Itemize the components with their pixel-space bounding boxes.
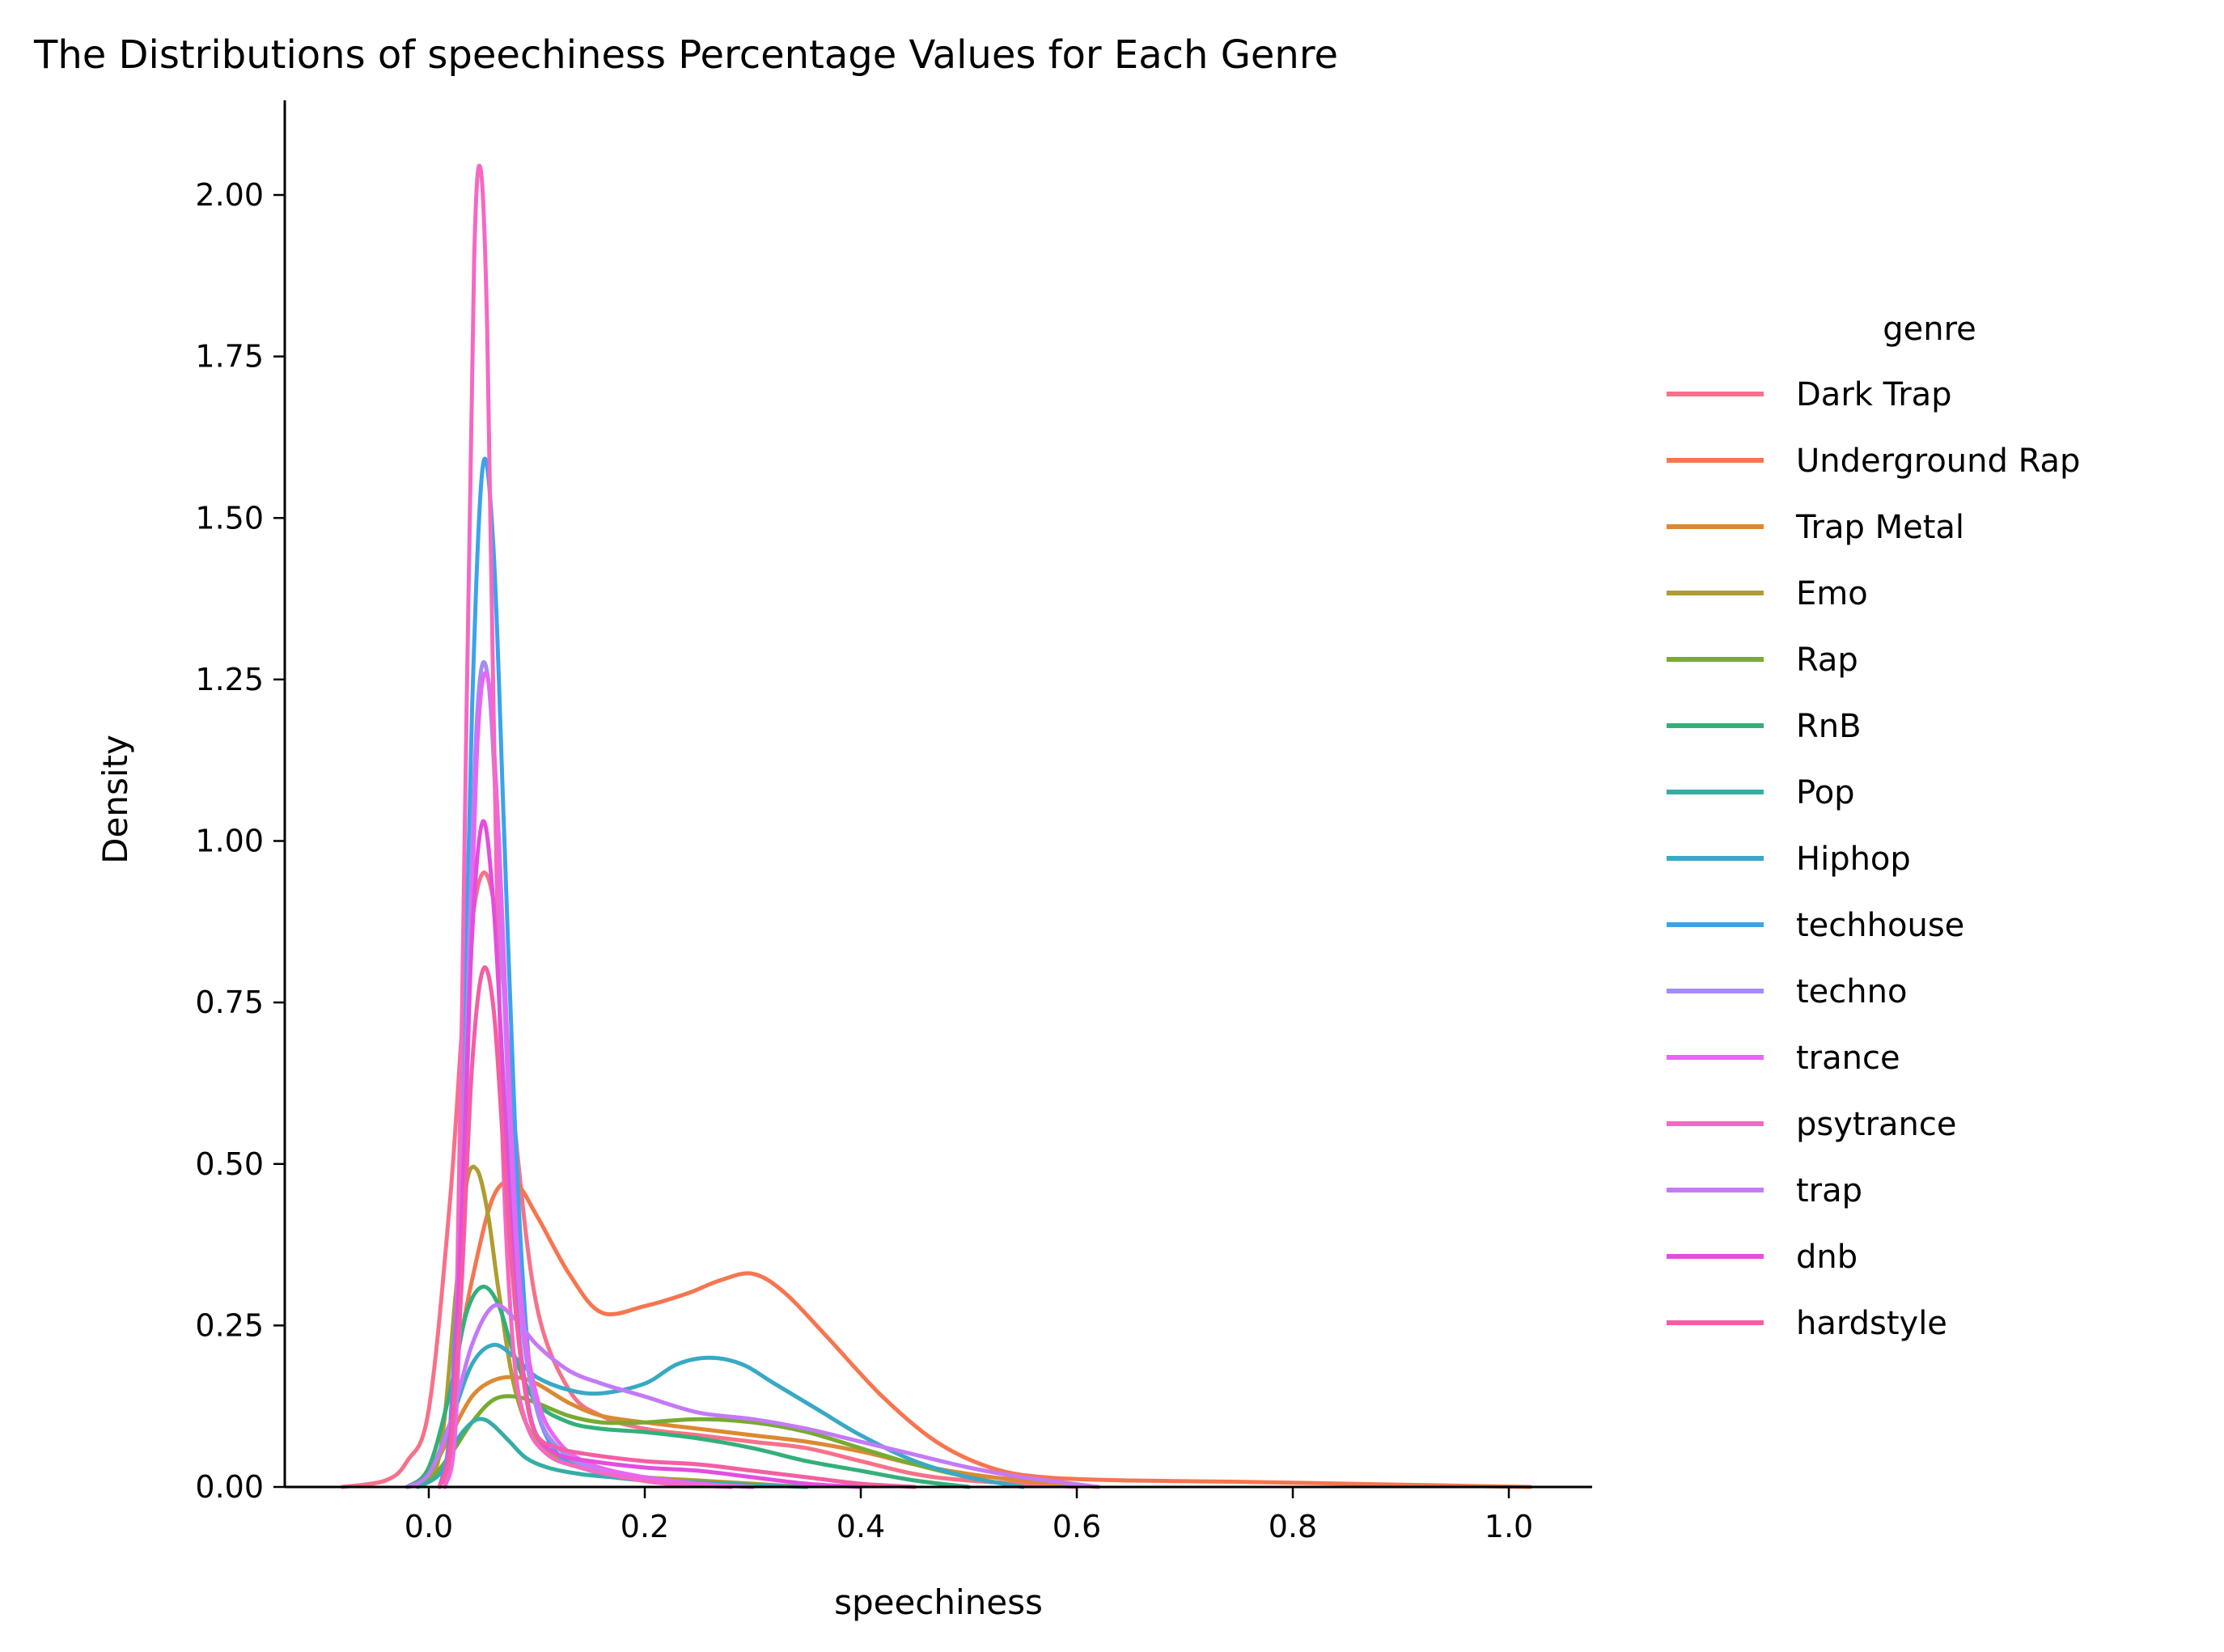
legend-item: Trap Metal	[1667, 509, 1964, 546]
y-tick-label: 1.50	[195, 500, 264, 536]
y-tick-label: 1.75	[195, 339, 264, 375]
y-tick-label: 2.00	[195, 177, 264, 213]
legend-item: Rap	[1667, 642, 1858, 679]
y-tick-label: 1.00	[195, 824, 264, 859]
series-layer	[340, 163, 1533, 1489]
series-line-psytrance	[443, 163, 734, 1489]
legend-label: hardstyle	[1796, 1305, 1947, 1342]
x-axis-label: speechiness	[834, 1582, 1043, 1622]
legend-item: Emo	[1667, 575, 1868, 612]
legend-label: Emo	[1796, 575, 1868, 612]
legend-item: techno	[1667, 973, 1907, 1010]
legend-label: Underground Rap	[1796, 443, 2080, 480]
series-line-hiphop	[405, 1342, 1025, 1489]
legend-item: Dark Trap	[1667, 376, 1952, 413]
legend-label: Rap	[1796, 642, 1858, 679]
legend-label: Pop	[1796, 774, 1855, 811]
legend-label: trance	[1796, 1040, 1900, 1077]
series-line-hardstyle	[437, 965, 917, 1489]
legend-item: Pop	[1667, 774, 1855, 811]
x-tick-label: 0.2	[621, 1509, 669, 1544]
legend-label: Trap Metal	[1795, 509, 1964, 546]
plot-area: 0.0 0.2 0.4 0.6 0.8 1.0 0.00 0.25 0.50 0.75 1.00 1…	[195, 100, 1592, 1544]
x-tick-label: 0.8	[1269, 1509, 1317, 1544]
series-line-dark-trap	[340, 870, 1079, 1489]
legend-label: techno	[1796, 973, 1907, 1010]
y-ticks: 0.00 0.25 0.50 0.75 1.00 1.25 1.50 1.75 2.00	[195, 177, 285, 1505]
legend-label: RnB	[1796, 708, 1862, 745]
legend-items: Dark Trap Underground Rap Trap Metal Emo Rap…	[1667, 376, 2080, 1342]
legend-label: trap	[1796, 1172, 1862, 1209]
legend-item: RnB	[1667, 708, 1862, 745]
legend-label: dnb	[1796, 1239, 1858, 1276]
x-tick-label: 0.4	[837, 1509, 885, 1544]
legend-item: trance	[1667, 1040, 1900, 1077]
series-line-trance	[443, 671, 755, 1489]
series-line-underground-rap	[405, 1180, 1533, 1489]
series-line-emo	[416, 1164, 809, 1489]
y-tick-label: 1.25	[195, 662, 264, 697]
x-ticks: 0.0 0.2 0.4 0.6 0.8 1.0	[405, 1487, 1533, 1544]
y-tick-label: 0.25	[195, 1307, 264, 1343]
legend-item: hardstyle	[1667, 1305, 1947, 1342]
legend-item: Underground Rap	[1667, 443, 2080, 480]
series-line-trap	[405, 1303, 1101, 1489]
y-tick-label: 0.00	[195, 1469, 264, 1505]
y-axis-label: Density	[95, 735, 135, 864]
series-line-dnb	[437, 819, 863, 1489]
legend-title: genre	[1883, 311, 1976, 348]
y-tick-label: 0.50	[195, 1146, 264, 1182]
x-tick-label: 0.6	[1053, 1509, 1101, 1544]
legend-item: techhouse	[1667, 907, 1964, 944]
legend-label: Hiphop	[1796, 841, 1911, 878]
legend-item: psytrance	[1667, 1106, 1957, 1143]
x-tick-label: 1.0	[1485, 1509, 1533, 1544]
y-tick-label: 0.75	[195, 985, 264, 1020]
series-line-techno	[443, 660, 755, 1489]
x-tick-label: 0.0	[405, 1509, 453, 1544]
chart-title: The Distributions of speechiness Percent…	[33, 32, 1338, 78]
legend: genre Dark Trap Underground Rap Trap Metal…	[1667, 311, 2080, 1342]
legend-item: trap	[1667, 1172, 1862, 1209]
legend-label: Dark Trap	[1796, 376, 1952, 413]
legend-label: psytrance	[1796, 1106, 1957, 1143]
legend-label: techhouse	[1796, 907, 1964, 944]
legend-item: dnb	[1667, 1239, 1858, 1276]
legend-item: Hiphop	[1667, 841, 1911, 878]
